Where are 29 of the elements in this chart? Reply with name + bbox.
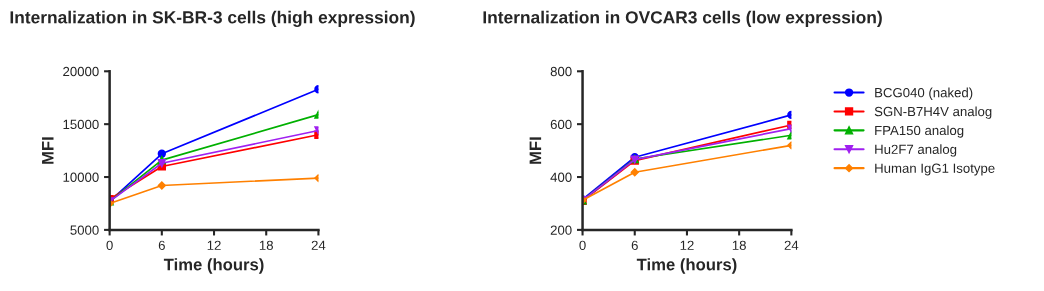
legend-label: Human IgG1 Isotype — [875, 163, 995, 176]
y-tick-label: 5000 — [70, 225, 99, 235]
x-tick-label: 0 — [579, 240, 586, 250]
legend-label: BCG040 (naked) — [875, 87, 973, 100]
legend-label: FPA150 analog — [875, 125, 964, 138]
x-tick-label: 24 — [311, 240, 326, 250]
x-tick-label: 6 — [631, 240, 638, 250]
y-tick-label: 10000 — [63, 172, 99, 182]
x-tick-label: 0 — [106, 240, 113, 250]
y-axis-title: MFI — [42, 137, 54, 164]
x-tick-label: 12 — [207, 240, 221, 250]
legend-label: Hu2F7 analog — [875, 144, 957, 157]
x-tick-label: 6 — [158, 240, 165, 250]
x-tick-label: 18 — [259, 240, 273, 250]
y-axis-title: MFI — [529, 137, 542, 164]
y-tick-label: 200 — [550, 225, 572, 235]
y-tick-label: 400 — [550, 172, 572, 182]
chart-title: Internalization in SK-BR-3 cells (high expression) — [10, 10, 415, 27]
x-axis-title: Time (hours) — [163, 258, 264, 274]
y-tick-label: 15000 — [63, 119, 99, 130]
legend-label: SGN-B7H4V analog — [874, 106, 992, 119]
x-tick-label: 18 — [732, 240, 746, 250]
y-tick-label: 20000 — [63, 66, 99, 77]
x-tick-label: 12 — [680, 240, 694, 250]
chart-title: Internalization in OVCAR3 cells (low expression) — [483, 10, 882, 27]
x-tick-label: 24 — [784, 240, 799, 250]
x-axis-title: Time (hours) — [636, 258, 737, 274]
y-tick-label: 600 — [550, 119, 572, 130]
y-tick-label: 800 — [550, 66, 572, 77]
